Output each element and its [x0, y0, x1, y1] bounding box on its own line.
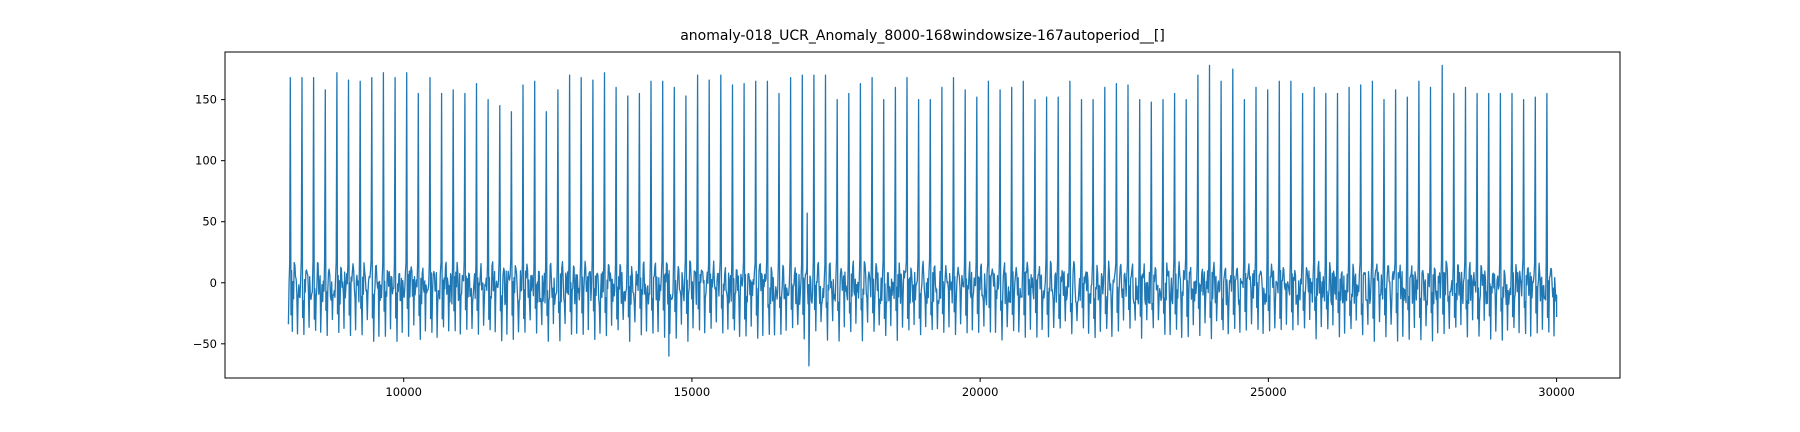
- x-tick-label: 20000: [962, 385, 999, 399]
- x-tick-label: 15000: [674, 385, 711, 399]
- y-axis: −50 0 50 100 150: [193, 93, 225, 351]
- x-tick-label: 30000: [1538, 385, 1575, 399]
- y-tick-label: 50: [202, 215, 217, 229]
- x-tick-label: 25000: [1250, 385, 1287, 399]
- x-axis: 10000 15000 20000 25000 30000: [385, 378, 1575, 399]
- plot-area: [224, 51, 1621, 379]
- y-tick-label: 100: [195, 154, 217, 168]
- y-tick-label: −50: [193, 337, 217, 351]
- plot-frame: [224, 51, 1621, 379]
- y-tick-label: 0: [210, 276, 217, 290]
- chart-title: anomaly-018_UCR_Anomaly_8000-168windowsi…: [680, 28, 1165, 44]
- y-tick-label: 150: [195, 93, 217, 107]
- x-tick-label: 10000: [385, 385, 422, 399]
- series-line-signal: [287, 64, 1558, 367]
